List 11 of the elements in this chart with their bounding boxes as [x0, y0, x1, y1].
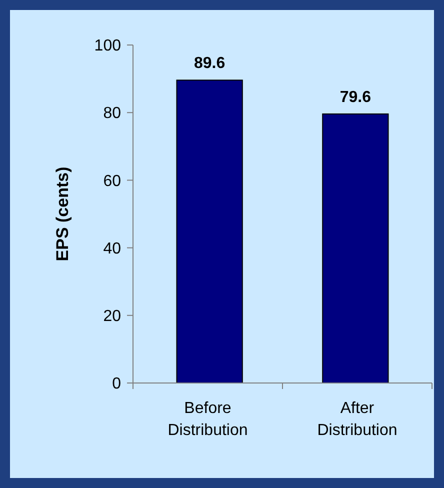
y-tick-label: 0 [112, 376, 122, 393]
x-tick-label: Before Distribution [168, 400, 248, 439]
y-tick-label: 40 [103, 240, 122, 258]
y-tick-label: 60 [103, 172, 122, 190]
y-tick-label: 80 [103, 105, 122, 122]
y-tick-label: 100 [94, 38, 122, 55]
y-axis-title: EPS (cents) [53, 166, 72, 262]
y-tick-label: 20 [103, 308, 122, 325]
data-label: 89.6 [194, 55, 226, 72]
x-tick-label: After Distribution [317, 400, 398, 439]
data-label: 79.6 [340, 88, 372, 106]
